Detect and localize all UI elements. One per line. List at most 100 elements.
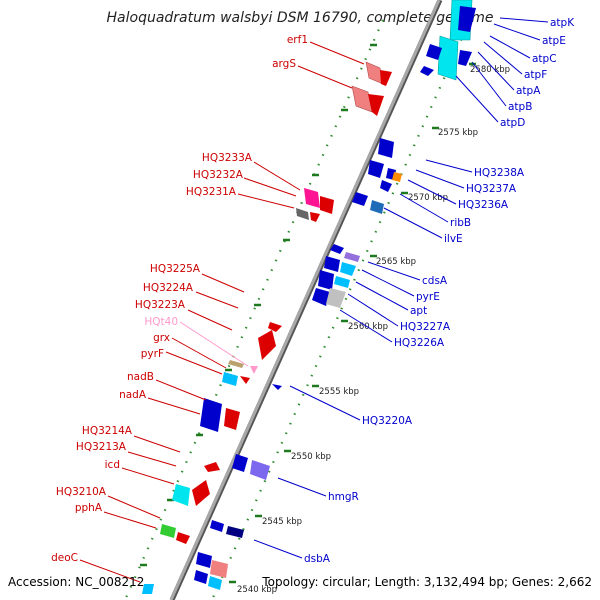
gene-block-c [194, 570, 208, 584]
accession-text: Accession: NC_008212 [8, 575, 144, 589]
gene-atpa [458, 6, 476, 32]
tick-label-2550: 2550 kbp [291, 452, 331, 462]
connector-hq3231a [237, 193, 295, 209]
tick-label-2540: 2540 kbp [237, 585, 277, 595]
connector-ilve [383, 207, 443, 239]
connector-pyre [361, 269, 415, 297]
gene-hq3237a-a [368, 160, 384, 178]
connector-hq3238a [425, 159, 473, 173]
gene-atpe [437, 35, 459, 81]
gene-cdsa-small [330, 244, 344, 254]
label-hq3224a: HQ3224A [143, 282, 194, 294]
right-gene-labels: atpK atpE atpC atpF atpA atpB atpD HQ323… [304, 17, 575, 565]
gene-hq3236a-arrow [380, 180, 392, 192]
tick-label-2565: 2565 kbp [376, 257, 416, 267]
connector-atpb [471, 61, 507, 107]
label-nadb: nadB [127, 371, 154, 383]
connector-icd [121, 467, 175, 485]
label-grx: grx [153, 332, 170, 344]
label-hq3213a: HQ3213A [76, 441, 127, 453]
gene-hq3231a [296, 208, 309, 220]
label-hq3237a: HQ3237A [466, 183, 517, 195]
label-dsba: dsbA [304, 553, 331, 565]
gene-deoc [142, 584, 154, 594]
label-pyre: pyrE [416, 291, 440, 303]
label-hq3231a: HQ3231A [186, 186, 237, 198]
connector-grx [171, 337, 227, 369]
gene-hq3224a [258, 330, 276, 360]
gene-hq3214a [204, 462, 220, 472]
label-hq3225a: HQ3225A [150, 263, 201, 275]
label-hq3214a: HQ3214A [82, 425, 133, 437]
gene-block-d [208, 576, 222, 590]
gene-icd [192, 480, 210, 506]
gene-ribb [352, 192, 368, 206]
gene-ilve [370, 200, 384, 214]
tick-label-2555: 2555 kbp [319, 387, 359, 397]
grx-connector-group [171, 337, 227, 369]
connector-apt [355, 281, 409, 311]
label-args: argS [272, 58, 296, 70]
label-erf1: erf1 [287, 34, 308, 46]
tick-label-2545: 2545 kbp [262, 517, 302, 527]
label-atpc: atpC [532, 53, 557, 65]
connector-args [297, 65, 353, 89]
gene-hq3236a [392, 172, 402, 182]
connector-atpd [455, 75, 499, 123]
label-hq3210a: HQ3210A [56, 486, 107, 498]
gene-nadb [200, 398, 222, 432]
connector-ribb [399, 193, 449, 223]
connector-atpf [483, 41, 523, 75]
gene-hq3238a [378, 138, 394, 158]
tick-label-2575: 2575 kbp [438, 128, 478, 138]
gene-args-arrow [368, 94, 384, 116]
label-deoc: deoC [51, 552, 78, 564]
connector-hq3225a [201, 273, 245, 293]
label-atpa: atpA [516, 85, 541, 97]
label-ppha: pphA [75, 502, 103, 514]
gene-atpf [420, 66, 434, 76]
connector-nada [147, 397, 201, 415]
label-hq3238a: HQ3238A [474, 167, 525, 179]
gene-dsba [226, 526, 244, 538]
genome-axis [169, 0, 443, 600]
label-hmgr: hmgR [328, 491, 359, 503]
connector-atpa [477, 51, 515, 91]
gene-hq3225a [268, 322, 282, 332]
label-apt: apt [410, 305, 427, 317]
connector-hqt40 [179, 321, 249, 367]
label-ilve: ilvE [444, 233, 463, 245]
gene-grx [222, 372, 238, 386]
trna-connectors [179, 321, 249, 367]
reverse-strand-genes [142, 61, 392, 594]
connector-erf1 [309, 41, 365, 65]
gene-hqt40 [250, 366, 258, 374]
label-atpd: atpD [500, 117, 525, 129]
connector-hq3213a [127, 451, 177, 467]
tick-label-2570: 2570 kbp [408, 193, 448, 203]
gene-apt-a [318, 270, 334, 290]
map-title: Haloquadratum walsbyi DSM 16790, complet… [107, 10, 494, 26]
label-hqt40: HQt40 [144, 316, 178, 328]
gene-nada [224, 408, 240, 430]
gene-hq3226a [326, 288, 346, 308]
label-atpe: atpE [542, 35, 566, 47]
gene-pyrf [240, 376, 250, 384]
gene-hq3231a-arrow [310, 212, 320, 222]
gene-hq3213a [172, 484, 190, 506]
connector-hq3237a [415, 169, 465, 189]
tick-label-2580: 2580 kbp [470, 65, 510, 75]
label-atpb: atpB [508, 101, 532, 113]
label-nada: nadA [119, 389, 147, 401]
label-atpk: atpK [550, 17, 575, 29]
label-hq3236a: HQ3236A [458, 199, 509, 211]
left-dotted-track [123, 19, 385, 600]
gene-atpc [426, 44, 442, 60]
gene-hq3220a [272, 384, 282, 390]
gene-hq3233a [304, 188, 320, 208]
gene-apt [334, 276, 350, 288]
connector-nadb [155, 379, 207, 401]
genome-summary-text: Topology: circular; Length: 3,132,494 bp… [261, 575, 592, 589]
connector-ppha [103, 511, 157, 529]
